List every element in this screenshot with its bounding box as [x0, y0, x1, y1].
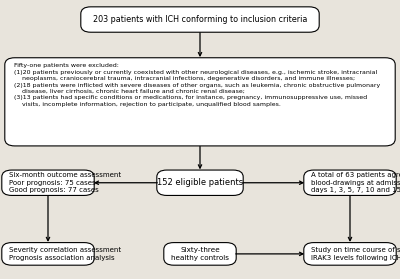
- Text: 152 eligible patients: 152 eligible patients: [157, 178, 243, 187]
- Text: 203 patients with ICH conforming to inclusion criteria: 203 patients with ICH conforming to incl…: [93, 15, 307, 24]
- FancyBboxPatch shape: [157, 170, 243, 195]
- Text: Fifty-one patients were excluded:
(1)20 patients previously or currently coexist: Fifty-one patients were excluded: (1)20 …: [14, 63, 380, 107]
- Text: Sixty-three
healthy controls: Sixty-three healthy controls: [171, 247, 229, 261]
- FancyBboxPatch shape: [2, 242, 94, 265]
- FancyBboxPatch shape: [304, 170, 396, 195]
- FancyBboxPatch shape: [2, 170, 94, 195]
- FancyBboxPatch shape: [304, 242, 396, 265]
- Text: A total of 63 patients agreed with
blood-drawings at admission and at
days 1, 3,: A total of 63 patients agreed with blood…: [311, 172, 400, 193]
- FancyBboxPatch shape: [164, 242, 236, 265]
- Text: Severity correlation assessment
Prognosis association analysis: Severity correlation assessment Prognosi…: [9, 247, 121, 261]
- FancyBboxPatch shape: [5, 58, 395, 146]
- Text: Study on time course of serum
IRAK3 levels following ICH: Study on time course of serum IRAK3 leve…: [311, 247, 400, 261]
- FancyBboxPatch shape: [81, 7, 319, 32]
- Text: Six-month outcome assessment
Poor prognosis: 75 cases
Good prognosis: 77 cases: Six-month outcome assessment Poor progno…: [9, 172, 121, 193]
